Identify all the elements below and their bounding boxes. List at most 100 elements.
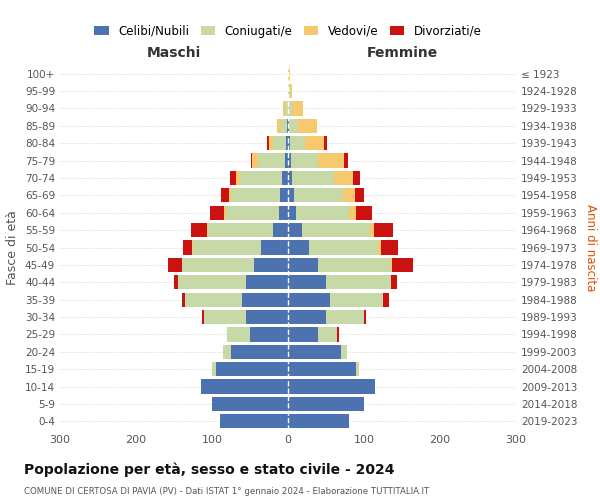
Bar — [246, 310, 288, 324]
Bar — [246, 275, 288, 289]
Bar — [298, 118, 317, 133]
Bar — [262, 240, 288, 254]
Bar — [291, 154, 317, 168]
Bar — [178, 275, 246, 289]
Bar — [174, 275, 178, 289]
Bar — [341, 344, 347, 359]
Bar — [227, 328, 250, 342]
Bar — [202, 310, 205, 324]
Bar — [267, 136, 269, 150]
Y-axis label: Anni di nascita: Anni di nascita — [584, 204, 597, 291]
Bar — [229, 188, 231, 202]
Bar — [206, 223, 208, 237]
Bar — [288, 171, 292, 185]
Bar — [290, 84, 292, 98]
Bar — [317, 154, 344, 168]
Text: Popolazione per età, sesso e stato civile - 2024: Popolazione per età, sesso e stato civil… — [24, 462, 395, 477]
Bar — [273, 136, 286, 150]
Bar — [288, 223, 302, 237]
Bar — [290, 136, 305, 150]
Bar — [288, 118, 289, 133]
Bar — [280, 188, 288, 202]
Bar — [182, 258, 254, 272]
Bar — [236, 171, 240, 185]
Bar — [277, 118, 281, 133]
Bar — [288, 136, 290, 150]
Bar — [185, 292, 242, 307]
Bar — [251, 154, 252, 168]
Bar — [356, 362, 359, 376]
Bar — [282, 171, 288, 185]
Bar — [281, 118, 287, 133]
Bar — [288, 362, 356, 376]
Bar — [383, 292, 389, 307]
Bar — [223, 344, 231, 359]
Bar — [289, 118, 298, 133]
Bar — [382, 240, 398, 254]
Bar — [324, 136, 327, 150]
Legend: Celibi/Nubili, Coniugati/e, Vedovi/e, Divorziati/e: Celibi/Nubili, Coniugati/e, Vedovi/e, Di… — [89, 20, 487, 42]
Bar — [287, 118, 288, 133]
Bar — [344, 154, 348, 168]
Bar — [292, 171, 334, 185]
Bar — [221, 188, 229, 202]
Bar — [330, 292, 383, 307]
Bar — [231, 188, 280, 202]
Bar — [377, 240, 382, 254]
Bar — [288, 258, 319, 272]
Bar — [288, 154, 291, 168]
Bar — [240, 171, 282, 185]
Bar — [288, 328, 319, 342]
Bar — [356, 206, 371, 220]
Bar — [192, 240, 193, 254]
Bar — [288, 344, 341, 359]
Bar — [183, 240, 192, 254]
Bar — [337, 328, 339, 342]
Bar — [205, 310, 246, 324]
Bar — [254, 258, 288, 272]
Bar — [168, 258, 182, 272]
Bar — [182, 292, 185, 307]
Bar — [309, 240, 377, 254]
Bar — [319, 328, 337, 342]
Bar — [279, 206, 288, 220]
Bar — [349, 206, 356, 220]
Bar — [212, 362, 216, 376]
Bar — [242, 292, 288, 307]
Bar — [285, 102, 288, 116]
Bar — [353, 171, 360, 185]
Bar — [355, 188, 364, 202]
Bar — [288, 380, 376, 394]
Bar — [292, 102, 303, 116]
Bar — [364, 310, 366, 324]
Bar — [208, 223, 273, 237]
Bar — [305, 136, 324, 150]
Bar — [288, 188, 294, 202]
Bar — [288, 310, 326, 324]
Bar — [392, 258, 413, 272]
Bar — [288, 397, 364, 411]
Bar — [230, 171, 236, 185]
Bar — [288, 414, 349, 428]
Bar — [294, 188, 343, 202]
Text: Maschi: Maschi — [147, 46, 201, 60]
Bar — [288, 102, 292, 116]
Bar — [283, 102, 285, 116]
Bar — [220, 414, 288, 428]
Text: Femmine: Femmine — [367, 46, 437, 60]
Bar — [370, 223, 374, 237]
Bar — [200, 380, 288, 394]
Bar — [191, 223, 206, 237]
Bar — [374, 223, 393, 237]
Bar — [391, 275, 397, 289]
Bar — [226, 206, 279, 220]
Bar — [288, 66, 290, 81]
Bar — [288, 292, 330, 307]
Bar — [224, 206, 226, 220]
Bar — [212, 397, 288, 411]
Bar — [193, 240, 262, 254]
Bar — [326, 275, 391, 289]
Bar — [302, 223, 370, 237]
Bar — [288, 84, 290, 98]
Bar — [296, 206, 349, 220]
